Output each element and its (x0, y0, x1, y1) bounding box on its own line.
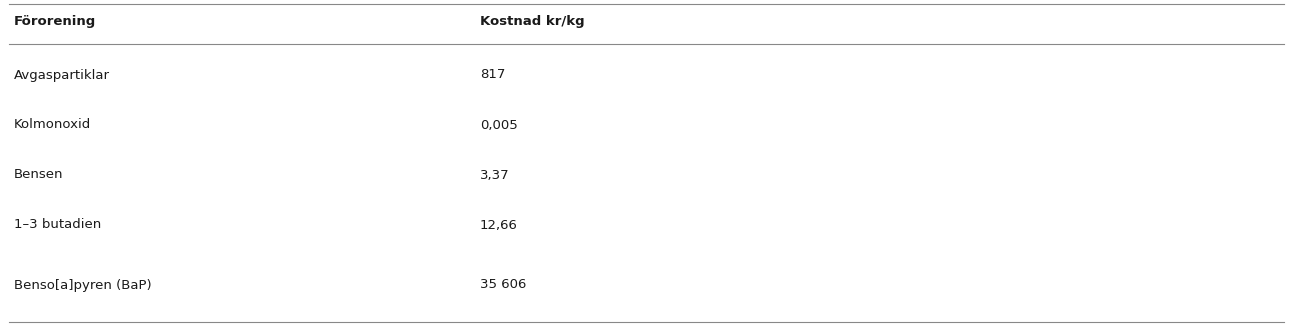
Text: Avgaspartiklar: Avgaspartiklar (14, 69, 110, 81)
Text: 1–3 butadien: 1–3 butadien (14, 218, 101, 232)
Text: Kostnad kr/kg: Kostnad kr/kg (480, 15, 585, 29)
Text: Förorening: Förorening (14, 15, 96, 29)
Text: Kolmonoxid: Kolmonoxid (14, 118, 92, 132)
Text: 817: 817 (480, 69, 506, 81)
Text: Bensen: Bensen (14, 169, 63, 181)
Text: Benso[a]pyren (BaP): Benso[a]pyren (BaP) (14, 278, 151, 292)
Text: 3,37: 3,37 (480, 169, 510, 181)
Text: 35 606: 35 606 (480, 278, 527, 292)
Text: 0,005: 0,005 (480, 118, 518, 132)
Text: 12,66: 12,66 (480, 218, 518, 232)
